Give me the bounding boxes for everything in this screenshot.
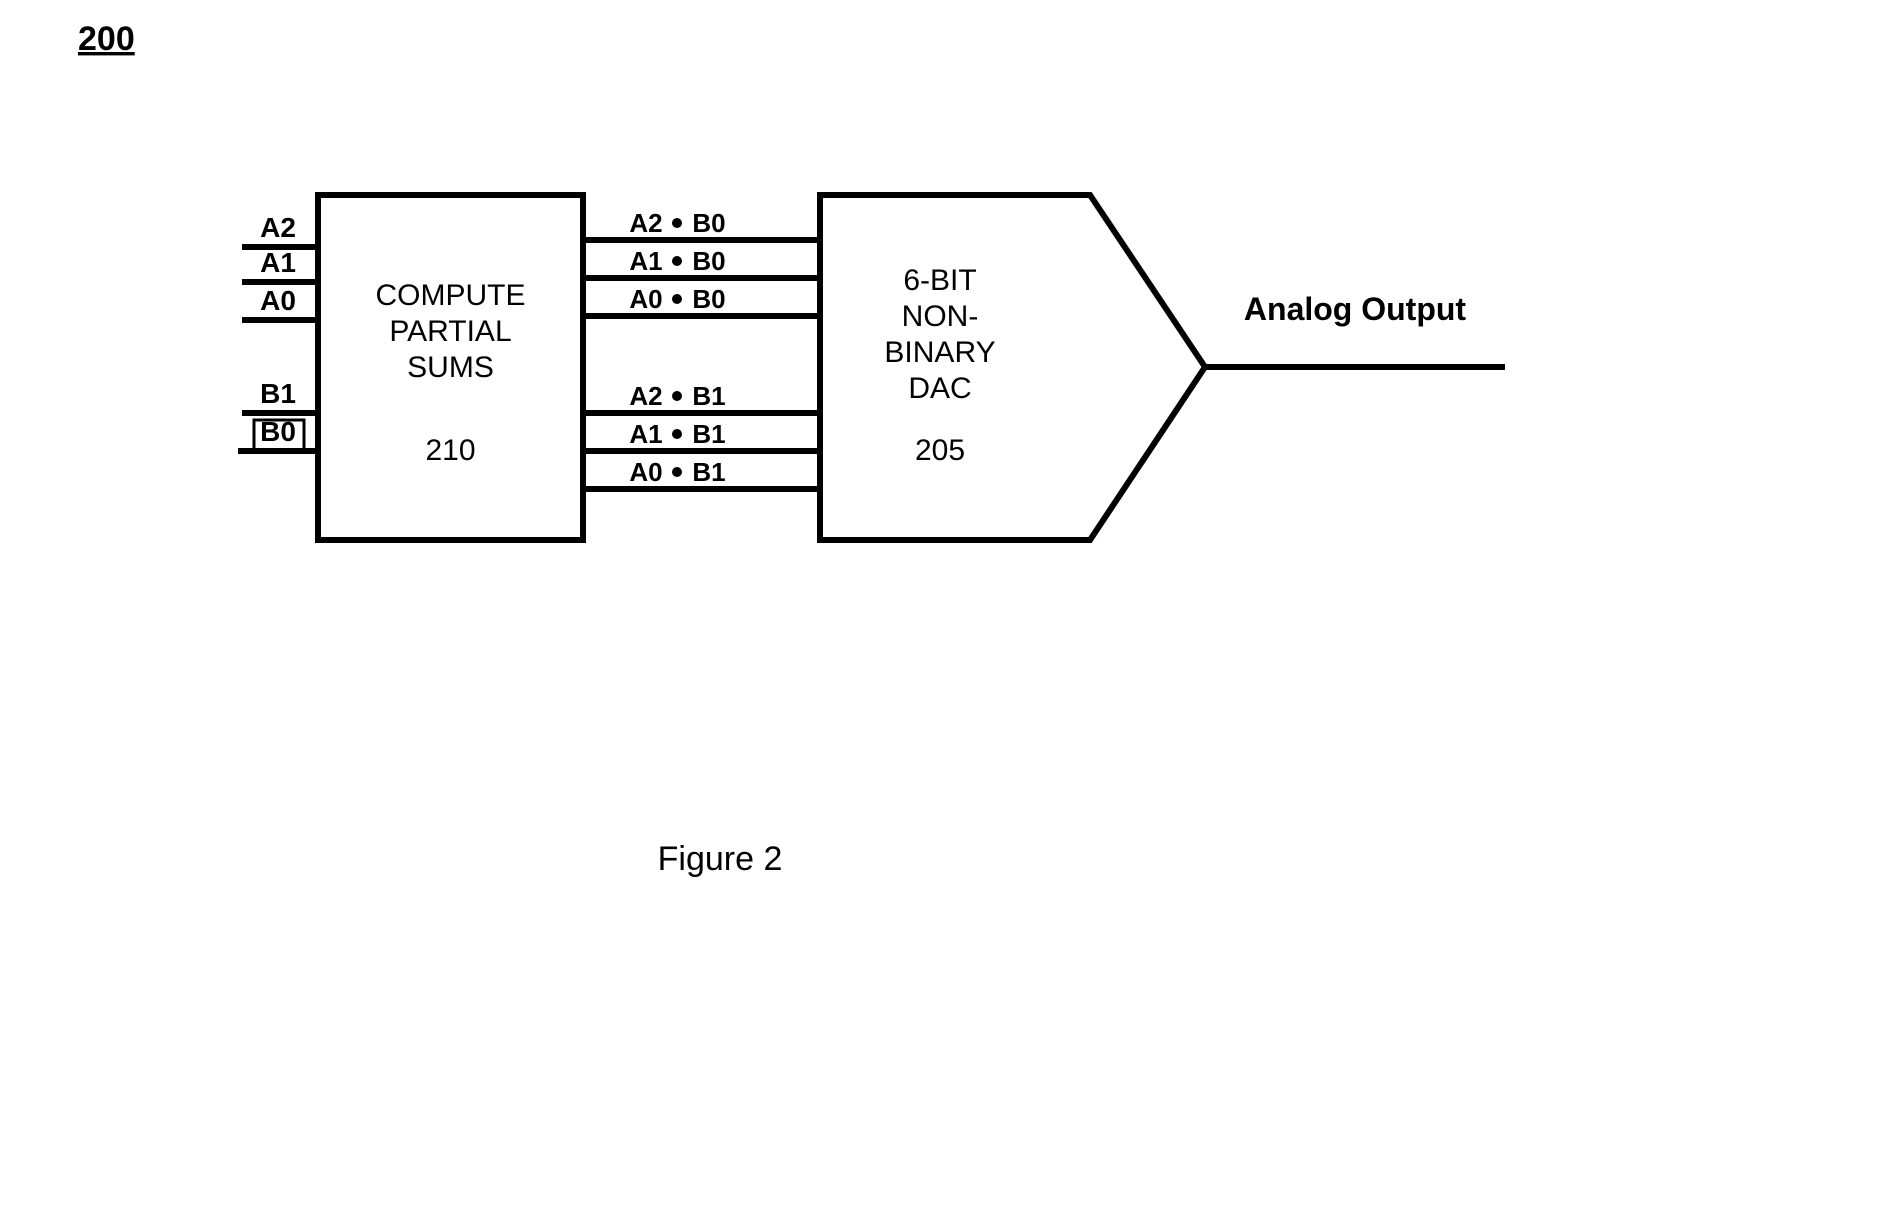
svg-text:B0: B0	[692, 208, 725, 238]
compute-block-label: COMPUTE	[376, 279, 526, 312]
svg-text:B0: B0	[692, 246, 725, 276]
svg-text:A0: A0	[629, 284, 662, 314]
block-diagram: 200 COMPUTEPARTIALSUMS 210 6-BITNON-BINARYD…	[0, 0, 1890, 1227]
dac-block-label: DAC	[908, 372, 971, 405]
partial-product-label: A0 B0	[629, 284, 725, 314]
svg-text:A1: A1	[629, 419, 662, 449]
input-label: B1	[260, 378, 296, 409]
figure-ref: 200	[78, 20, 135, 58]
compute-block-label: SUMS	[407, 351, 494, 384]
partial-product-label: A2 B0	[629, 208, 725, 238]
svg-text:B1: B1	[692, 419, 725, 449]
svg-text:A1: A1	[629, 246, 662, 276]
partial-product-label: A1 B0	[629, 246, 725, 276]
partial-product-label: A1 B1	[629, 419, 725, 449]
dac-block-id: 205	[915, 434, 965, 467]
svg-text:B1: B1	[692, 381, 725, 411]
dac-block-label: BINARY	[884, 336, 995, 369]
svg-text:B1: B1	[692, 457, 725, 487]
dac-block-label: 6-BIT	[903, 264, 976, 297]
svg-text:A0: A0	[629, 457, 662, 487]
output-label: Analog Output	[1244, 291, 1467, 327]
input-label: A1	[260, 247, 296, 278]
partial-product-label: A2 B1	[629, 381, 725, 411]
compute-block-id: 210	[425, 434, 475, 467]
svg-text:B0: B0	[692, 284, 725, 314]
dac-block	[820, 195, 1205, 540]
dac-block-label: NON-	[902, 300, 979, 333]
input-label: A0	[260, 285, 296, 316]
partial-product-label: A0 B1	[629, 457, 725, 487]
svg-text:A2: A2	[629, 208, 662, 238]
compute-block-label: PARTIAL	[389, 315, 511, 348]
svg-text:A2: A2	[629, 381, 662, 411]
input-label: A2	[260, 212, 296, 243]
figure-caption: Figure 2	[658, 840, 783, 878]
